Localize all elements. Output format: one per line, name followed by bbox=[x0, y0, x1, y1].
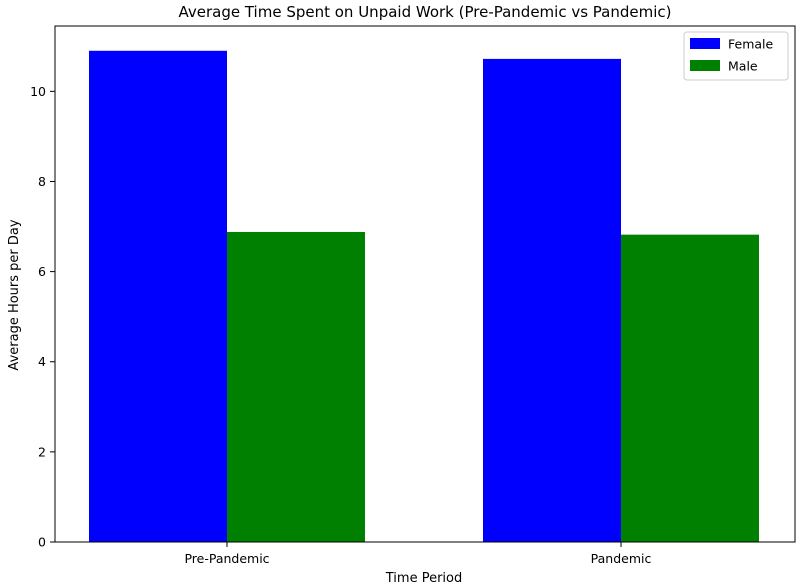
y-tick-label-0: 0 bbox=[38, 535, 46, 550]
x-axis: Pre-Pandemic Pandemic bbox=[184, 542, 651, 566]
x-axis-label: Time Period bbox=[385, 571, 462, 586]
chart-title: Average Time Spent on Unpaid Work (Pre-P… bbox=[178, 3, 671, 21]
legend-swatch-female bbox=[690, 38, 720, 49]
plot-frame bbox=[54, 25, 796, 543]
bar-male-pandemic bbox=[621, 234, 759, 543]
plot-area bbox=[54, 25, 796, 543]
legend-label-female: Female bbox=[728, 37, 774, 52]
bar-female-pandemic bbox=[483, 58, 621, 542]
legend-label-male: Male bbox=[728, 59, 758, 74]
y-tick-label-10: 10 bbox=[30, 84, 46, 99]
y-tick-label-6: 6 bbox=[38, 264, 46, 279]
y-tick-label-2: 2 bbox=[38, 444, 46, 459]
x-tick-label-pandemic: Pandemic bbox=[591, 551, 652, 566]
x-tick-label-pre-pandemic: Pre-Pandemic bbox=[184, 551, 269, 566]
y-tick-label-4: 4 bbox=[38, 354, 46, 369]
bar-male-pre-pandemic bbox=[227, 231, 365, 542]
y-axis: 0 2 4 6 8 10 bbox=[30, 84, 55, 550]
legend-swatch-male bbox=[690, 60, 720, 71]
bar-female-pre-pandemic bbox=[89, 50, 227, 543]
y-axis-label: Average Hours per Day bbox=[7, 219, 22, 370]
y-tick-label-8: 8 bbox=[38, 174, 46, 189]
legend: Female Male bbox=[683, 31, 789, 81]
